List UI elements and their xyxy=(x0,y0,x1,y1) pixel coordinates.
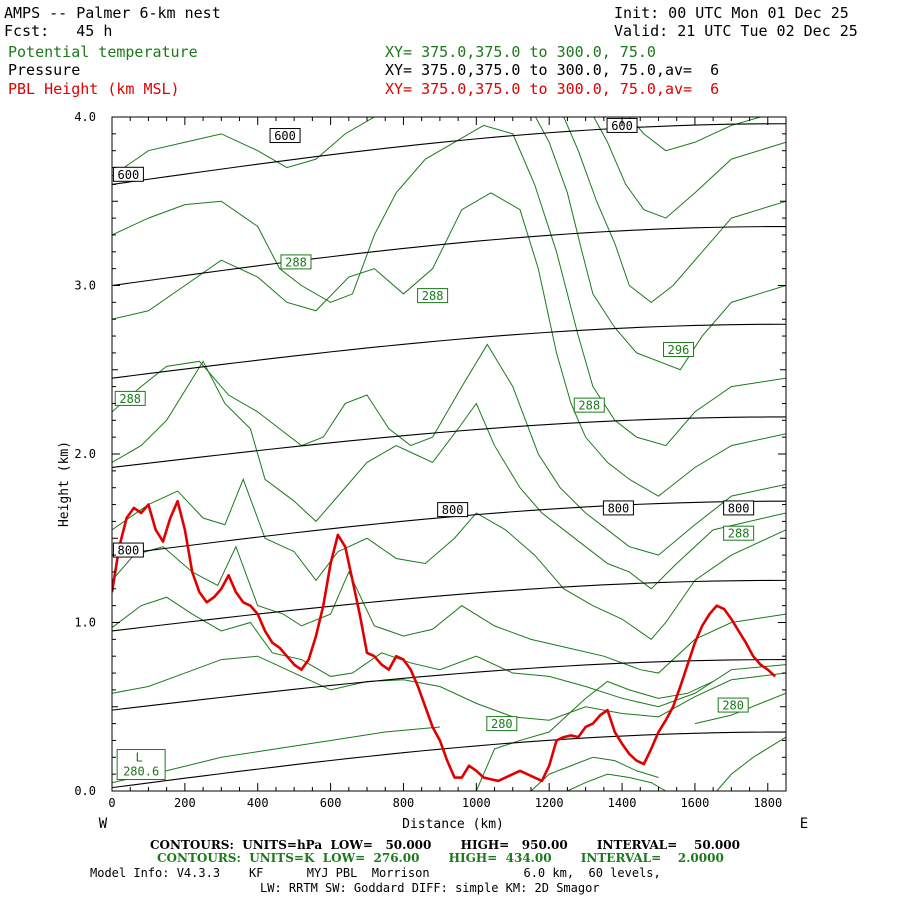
x-tick-label-1200: 1200 xyxy=(535,796,564,810)
x-tick-label-400: 400 xyxy=(247,796,269,810)
footer-pressure-contours: CONTOURS: UNITS=hPa LOW= 50.000 HIGH= 95… xyxy=(150,838,740,852)
header-init-time: Init: 00 UTC Mon 01 Dec 25 xyxy=(614,4,849,22)
x-tick-label-1800: 1800 xyxy=(753,796,782,810)
pressure-label-5-box xyxy=(602,500,634,516)
pressure-label-1: 600 xyxy=(274,129,296,143)
x-tick-label-0: 0 xyxy=(108,796,115,810)
pressure-label-1-box xyxy=(269,128,301,144)
pressure-contour-800 xyxy=(112,416,786,469)
x-tick-label-1600: 1600 xyxy=(680,796,709,810)
field-xy-pressure: XY= 375.0,375.0 to 300.0, 75.0,av= 6 xyxy=(385,61,720,79)
pressure-label-3: 800 xyxy=(118,544,140,558)
low-marker-box xyxy=(116,749,166,781)
theta-label-5-box xyxy=(723,525,755,541)
y-tick-label-0: 0.0 xyxy=(74,784,96,798)
theta-contour-14 xyxy=(567,773,667,791)
theta-contour-6 xyxy=(112,192,786,497)
theta-contour-0 xyxy=(112,655,786,721)
theta-contour-7 xyxy=(112,124,786,447)
pressure-contour-1000 xyxy=(112,731,786,789)
east-end-label: E xyxy=(800,816,808,832)
theta-contour-9 xyxy=(534,117,786,371)
plot-frame xyxy=(111,116,787,792)
theta-contour-16 xyxy=(112,726,440,784)
field-name-pbl: PBL Height (km MSL) xyxy=(8,80,180,98)
theta-contour-10 xyxy=(563,117,786,303)
pressure-label-2: 600 xyxy=(611,119,633,133)
theta-label-7-box xyxy=(717,697,749,713)
theta-contour-group xyxy=(112,117,786,791)
theta-contour-11 xyxy=(593,117,786,219)
theta-label-6-box xyxy=(486,716,518,732)
pressure-label-5: 800 xyxy=(608,501,630,515)
theta-label-6: 280 xyxy=(491,717,513,731)
footer-model-info-1: Model Info: V4.3.3 KF MYJ PBL Morrison 6… xyxy=(90,866,661,880)
pbl-height-group xyxy=(112,499,776,783)
theta-label-5: 288 xyxy=(728,527,750,541)
theta-contour-15 xyxy=(716,736,786,791)
y-tick-label-1: 1.0 xyxy=(74,616,96,630)
pbl-height-line xyxy=(112,499,776,783)
theta-contour-4 xyxy=(112,360,786,590)
field-xy-pbl: XY= 375.0,375.0 to 300.0, 75.0,av= 6 xyxy=(385,80,720,98)
axes-group: 0 200 400 600 800 1000 1200 1400 1600 1800 0.0 1.0 2… xyxy=(57,110,808,832)
pressure-contour-950 xyxy=(112,659,786,711)
pressure-label-4: 800 xyxy=(442,503,464,517)
theta-label-2: 288 xyxy=(422,289,444,303)
y-tick-label-2: 2.0 xyxy=(74,447,96,461)
y-tick-label-3: 3.0 xyxy=(74,279,96,293)
field-name-pressure: Pressure xyxy=(8,61,81,79)
theta-contour-12 xyxy=(628,117,761,152)
theta-label-3: 296 xyxy=(668,343,690,357)
pressure-contour-900 xyxy=(112,579,786,632)
footer-theta-contours: CONTOURS: UNITS=K LOW= 276.00 HIGH= 434.… xyxy=(157,851,724,865)
theta-label-0-box xyxy=(114,390,146,406)
x-tick-label-1000: 1000 xyxy=(462,796,491,810)
contour-label-group: 600 600 600 800 800 800 800 288 288 288 296 288 288 2… xyxy=(112,117,755,781)
pressure-contour-750 xyxy=(112,323,786,379)
x-axis-label: Distance (km) xyxy=(402,817,504,832)
theta-label-2-box xyxy=(417,288,449,304)
field-name-theta: Potential temperature xyxy=(8,43,198,61)
y-axis-label: Height (km) xyxy=(57,441,72,527)
pressure-label-4-box xyxy=(437,502,469,518)
theta-contour-13 xyxy=(530,756,659,791)
theta-contour-3 xyxy=(112,477,786,641)
theta-label-1-box xyxy=(280,254,312,270)
theta-contour-5 xyxy=(112,343,786,556)
x-tick-label-600: 600 xyxy=(320,796,342,810)
pressure-label-0-box xyxy=(112,166,144,182)
header-forecast-hour: Fcst: 45 h xyxy=(4,22,113,40)
theta-label-7: 280 xyxy=(722,699,744,713)
y-tick-label-4: 4.0 xyxy=(74,110,96,124)
field-xy-theta: XY= 375.0,375.0 to 300.0, 75.0 xyxy=(385,43,656,61)
footer-model-info-2: LW: RRTM SW: Goddard DIFF: simple KM: 2D… xyxy=(260,881,600,895)
header-valid-time: Valid: 21 UTC Tue 02 Dec 25 xyxy=(614,22,858,40)
pressure-label-3-box xyxy=(112,542,144,558)
pressure-contour-group xyxy=(112,123,786,789)
west-end-label: W xyxy=(99,816,108,832)
theta-contour-8 xyxy=(112,117,375,177)
theta-label-0: 288 xyxy=(119,392,141,406)
theta-label-3-box xyxy=(663,342,695,358)
pressure-label-6-box xyxy=(723,500,755,516)
low-marker-letter: L xyxy=(136,751,143,765)
x-tick-label-1400: 1400 xyxy=(608,796,637,810)
pressure-contour-600 xyxy=(112,123,786,185)
theta-label-4: 288 xyxy=(578,399,600,413)
pressure-label-6: 800 xyxy=(728,501,750,515)
theta-contour-2 xyxy=(112,545,786,674)
theta-label-1: 288 xyxy=(285,255,307,269)
x-tick-label-200: 200 xyxy=(174,796,196,810)
theta-label-4-box xyxy=(573,397,605,413)
pressure-contour-700 xyxy=(112,225,786,287)
pressure-label-0: 600 xyxy=(118,168,140,182)
x-tick-label-800: 800 xyxy=(393,796,415,810)
low-marker-value: 280.6 xyxy=(123,765,159,779)
header-title: AMPS -- Palmer 6-km nest xyxy=(4,4,221,22)
